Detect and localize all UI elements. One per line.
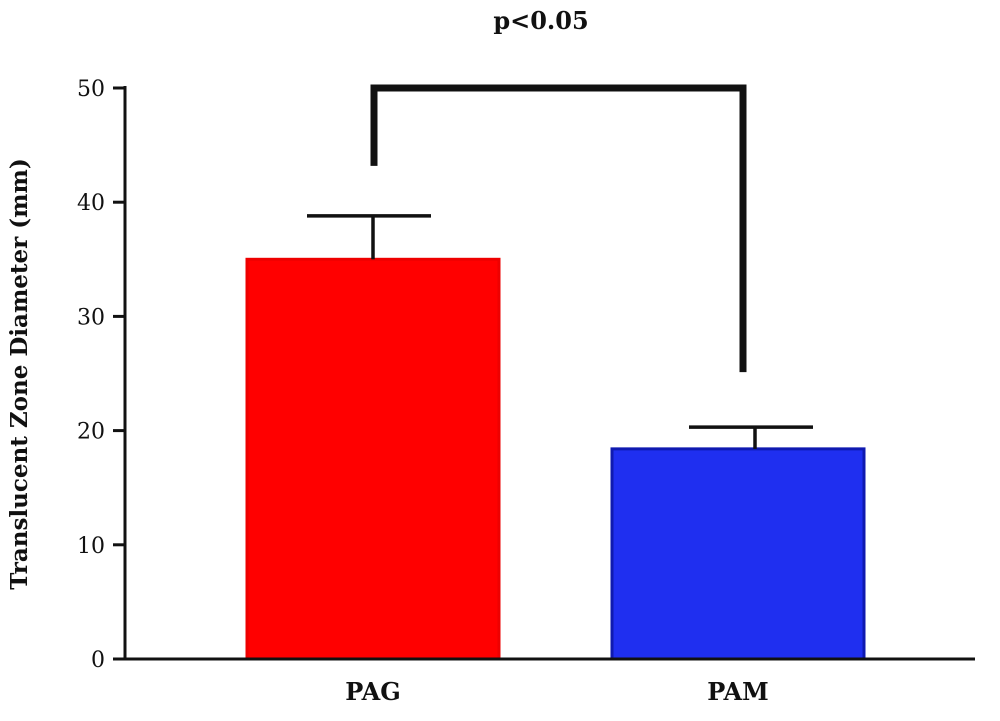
- y-axis-label: Translucent Zone Diameter (mm): [6, 158, 33, 589]
- significance-bracket-line: [370, 84, 747, 373]
- error-bars: [307, 214, 813, 449]
- bar-pam: [610, 447, 866, 661]
- error-bar-pag: [307, 214, 431, 260]
- x-tick-label-pag: PAG: [345, 677, 400, 706]
- y-tick-label: 40: [77, 191, 105, 216]
- bar-pag: [245, 257, 501, 661]
- y-tick-label: 50: [77, 77, 105, 102]
- significance-label: p<0.05: [493, 6, 588, 35]
- y-axis-ticks: 0 10 20 30 40 50: [77, 77, 125, 673]
- y-tick-label: 10: [77, 534, 105, 559]
- y-tick-label: 30: [77, 305, 105, 330]
- significance-bracket: [370, 84, 747, 373]
- y-tick-label: 20: [77, 420, 105, 445]
- error-bar-pam: [689, 425, 813, 449]
- bars: [245, 257, 866, 661]
- x-axis-ticks: PAG PAM: [345, 677, 768, 706]
- y-tick-label: 0: [91, 648, 105, 673]
- x-tick-label-pam: PAM: [707, 677, 769, 706]
